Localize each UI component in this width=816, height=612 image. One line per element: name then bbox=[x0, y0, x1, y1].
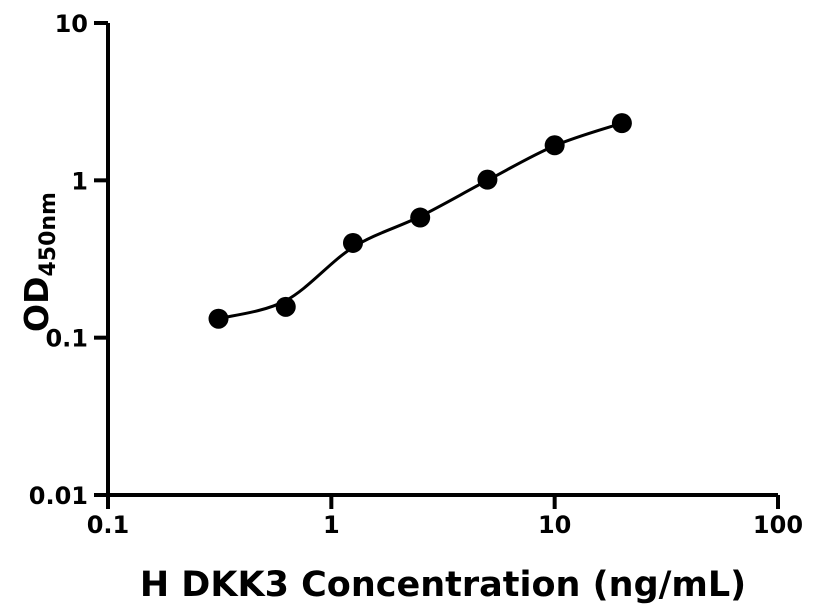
tick-marks-layer bbox=[94, 21, 780, 509]
x-tick-label: 100 bbox=[753, 511, 803, 539]
data-point bbox=[275, 296, 296, 317]
x-tick-label: 0.1 bbox=[87, 511, 130, 539]
data-point bbox=[544, 135, 565, 156]
y-axis-title-subscript: 450nm bbox=[36, 192, 61, 277]
y-tick-label: 0.1 bbox=[45, 325, 88, 353]
data-point bbox=[477, 169, 498, 190]
y-axis-title-main: OD bbox=[17, 277, 56, 332]
axis-spine bbox=[106, 23, 778, 497]
data-point bbox=[410, 207, 431, 228]
data-point bbox=[611, 113, 632, 134]
y-tick-label: 1 bbox=[71, 167, 88, 195]
x-tick-label: 1 bbox=[323, 511, 340, 539]
x-axis-title: H DKK3 Concentration (ng/mL) bbox=[140, 565, 746, 605]
x-tick-label: 10 bbox=[538, 511, 571, 539]
y-tick-label: 10 bbox=[55, 10, 88, 38]
data-points-layer bbox=[208, 113, 632, 329]
data-point bbox=[342, 232, 363, 253]
axes-layer bbox=[106, 23, 778, 497]
data-point bbox=[208, 308, 229, 329]
y-axis-title: OD450nm bbox=[17, 192, 61, 332]
y-tick-label: 0.01 bbox=[29, 482, 88, 510]
